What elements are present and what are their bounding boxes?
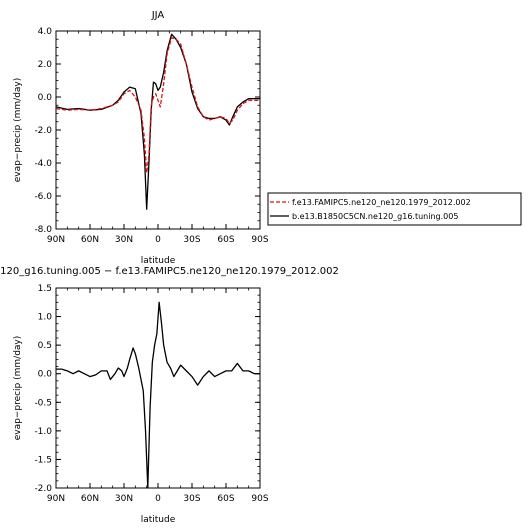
bottom-y-tick-label: -1.5 [34,455,52,465]
top-series-line-0 [55,36,260,174]
bottom-x-tick-label: 60N [81,494,99,504]
bottom-x-tick-label: 30N [115,494,133,504]
top-axis-ticks: 90N 60N 30N 0 30S 60S 90S 4.0 2.0 0.0 -2.0 -4.0 -6.0… [34,27,268,245]
top-y-tick-label: -4.0 [34,159,52,169]
top-x-tick-label: 90S [251,235,268,245]
legend-label-famip: f.e13.FAMIPC5.ne120_ne120.1979_2012.002 [292,198,471,207]
bottom-y-tick-label: 1.5 [38,284,52,294]
bottom-x-tick-label: 90S [251,494,268,504]
bottom-y-tick-label: -1.0 [34,427,52,437]
top-chart-title: JJA [151,10,165,21]
top-y-tick-label: 2.0 [38,60,53,70]
bottom-series-lines [56,301,260,489]
top-x-tick-label: 90N [47,235,65,245]
top-x-tick-label: 0 [155,235,161,245]
bottom-x-tick-label: 30S [183,494,200,504]
bottom-y-tick-label: 0.0 [38,370,53,380]
top-x-tick-label: 30S [183,235,200,245]
bottom-x-tick-label: 60S [217,494,234,504]
bottom-series-line-0 [56,301,260,489]
top-x-tick-label: 30N [115,235,133,245]
top-x-tick-label: 60N [81,235,99,245]
top-y-tick-label: -2.0 [34,126,52,136]
bottom-chart-title: e120_g16.tuning.005 − f.e13.FAMIPC5.ne12… [0,266,339,277]
bottom-y-axis-label: evap−precip (mm/day) [13,336,23,441]
bottom-y-tick-label: 1.0 [38,313,53,323]
bottom-x-tick-label: 90N [47,494,65,504]
bottom-y-tick-label: 0.5 [38,341,52,351]
top-panel: JJA 90N 60N 30N 0 30S 60S 90S 4.0 2.0 0.0 -2.0 -4.0… [13,10,269,266]
top-x-axis-label: latitude [141,256,176,266]
legend-label-b1850: b.e13.B1850C5CN.ne120_g16.tuning.005 [292,212,458,221]
top-y-tick-label: -8.0 [34,225,52,235]
top-series-lines [55,33,260,210]
bottom-panel: e120_g16.tuning.005 − f.e13.FAMIPC5.ne12… [0,266,339,525]
bottom-y-tick-label: -0.5 [34,398,52,408]
bottom-y-tick-label: -2.0 [34,484,52,494]
legend-box [267,192,522,226]
legend: f.e13.FAMIPC5.ne120_ne120.1979_2012.002 … [267,192,522,226]
top-series-line-1 [55,33,260,210]
top-y-tick-label: -6.0 [34,192,52,202]
bottom-x-axis-label: latitude [141,515,176,525]
bottom-axis-ticks: 90N 60N 30N 0 30S 60S 90S 1.5 1.0 0.5 0.0 -0.5 -1.0 -… [34,284,268,504]
top-y-tick-label: 4.0 [38,27,53,37]
bottom-x-tick-label: 0 [155,494,161,504]
top-plot-frame [55,30,261,230]
top-y-tick-label: 0.0 [38,93,53,103]
top-y-axis-label: evap−precip (mm/day) [13,78,23,183]
top-x-tick-label: 60S [217,235,234,245]
